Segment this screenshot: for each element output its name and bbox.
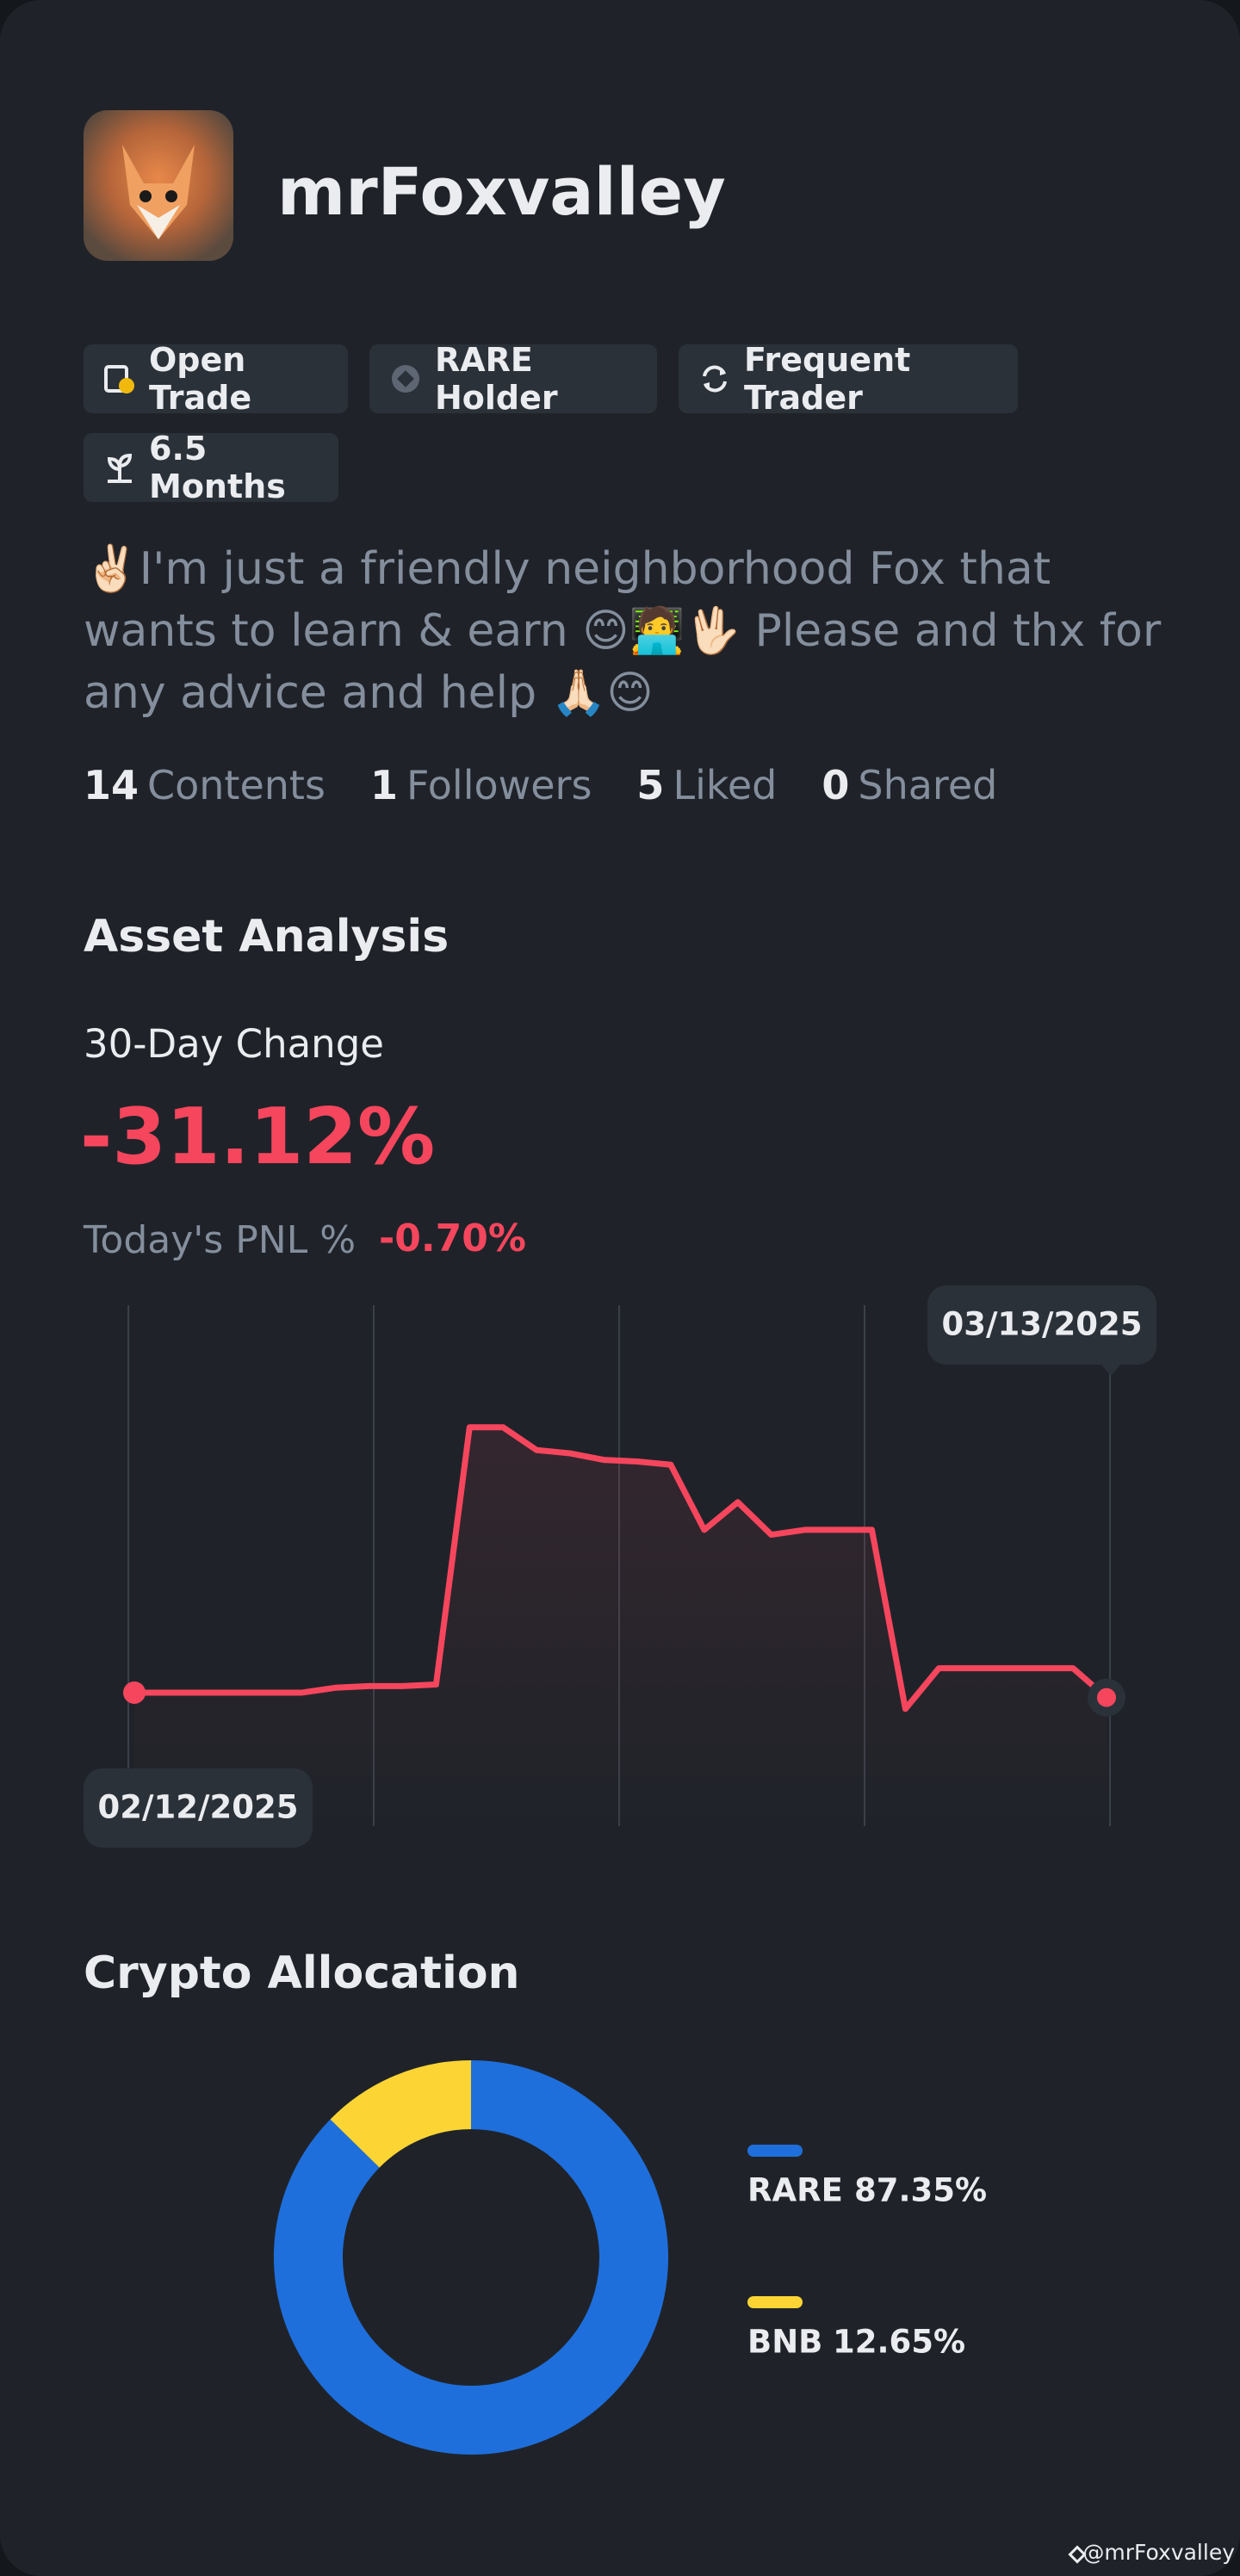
date-label: 02/12/2025	[98, 1789, 299, 1826]
change-value: -31.12%	[80, 1092, 436, 1182]
stat-label: Shared	[858, 762, 998, 808]
date-tooltip	[927, 1285, 1156, 1365]
avatar	[84, 110, 233, 261]
stats: 14 Contents 1 Followers 5 Liked 0 Shared	[84, 762, 997, 808]
chart-title: Crypto Allocation	[84, 1947, 520, 1999]
line-area	[134, 1427, 1107, 1826]
legend-swatch	[747, 2296, 803, 2308]
donut-segment	[330, 2060, 473, 2169]
pnl-label: Today's PNL %	[84, 1218, 356, 1262]
tooltip-pointer	[1100, 1364, 1121, 1376]
change-label: 30-Day Change	[84, 1021, 384, 1067]
badge: 6.5 Months	[84, 430, 338, 505]
stat-label: Contents	[147, 762, 326, 808]
badge-label: 6.5 Months	[149, 430, 286, 505]
stat-value: 1	[369, 762, 398, 808]
watermark: @mrFoxvalley	[1082, 2540, 1235, 2565]
stat-label: Followers	[406, 762, 592, 808]
line-chart: 03/13/2025 02/12/2025	[84, 1285, 1156, 1848]
pnl-value: -0.70%	[379, 1217, 526, 1260]
date-label: 03/13/2025	[942, 1306, 1143, 1343]
badge-label: RARE Holder	[435, 341, 558, 417]
username: mrFoxvalley	[277, 153, 726, 230]
stat: 0 Shared	[822, 762, 997, 808]
start-dot	[123, 1681, 146, 1704]
stat: 14 Contents	[84, 762, 326, 808]
legend-value: 12.65%	[833, 2324, 965, 2361]
badge-label: Frequent Trader	[744, 341, 911, 417]
donut-chart: RARE 87.35% BNB 12.65%	[274, 2060, 987, 2455]
stat: 5 Liked	[636, 762, 777, 808]
logo	[1068, 2545, 1087, 2564]
stat: 1 Followers	[370, 762, 592, 808]
line	[134, 1424, 1109, 1712]
date-tooltip	[84, 1768, 313, 1848]
stat-value: 0	[822, 762, 850, 808]
stat-label: Liked	[673, 762, 778, 808]
badge: Open Trade	[84, 341, 348, 417]
bio: ✌🏻I'm just a friendly neighborhood Fox t…	[84, 543, 1162, 719]
badge: Frequent Trader	[679, 341, 1018, 417]
badge-label: Open Trade	[149, 341, 252, 417]
section-title: Asset Analysis	[84, 911, 450, 963]
legend-value: 87.35%	[854, 2172, 987, 2209]
donut-segment	[274, 2060, 668, 2455]
badge: RARE Holder	[369, 341, 657, 417]
stat-value: 14	[84, 762, 140, 808]
legend-label: BNB	[747, 2324, 822, 2361]
legend-label: RARE	[747, 2172, 843, 2209]
stat-value: 5	[636, 762, 665, 808]
legend-swatch	[747, 2145, 803, 2157]
end-dot-core	[1097, 1687, 1116, 1707]
